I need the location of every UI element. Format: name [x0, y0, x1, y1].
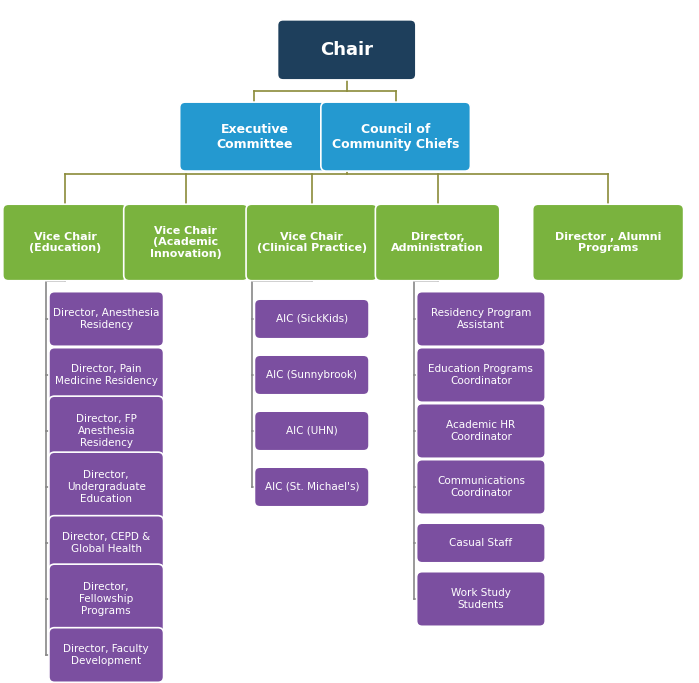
Text: Work Study
Students: Work Study Students — [451, 588, 511, 610]
FancyBboxPatch shape — [533, 204, 684, 281]
FancyBboxPatch shape — [246, 204, 377, 281]
Text: Director,
Administration: Director, Administration — [391, 232, 484, 253]
Text: Director, FP
Anesthesia
Residency: Director, FP Anesthesia Residency — [75, 415, 137, 447]
Text: AIC (Sunnybrook): AIC (Sunnybrook) — [266, 370, 357, 380]
Text: Education Programs
Coordinator: Education Programs Coordinator — [428, 364, 533, 386]
Text: Casual Staff: Casual Staff — [449, 538, 512, 548]
Text: Director, Faculty
Development: Director, Faculty Development — [64, 644, 149, 666]
FancyBboxPatch shape — [417, 348, 545, 402]
Text: AIC (UHN): AIC (UHN) — [286, 426, 338, 436]
Text: Executive
Committee: Executive Committee — [216, 123, 293, 150]
FancyBboxPatch shape — [417, 572, 545, 626]
FancyBboxPatch shape — [49, 292, 164, 346]
FancyBboxPatch shape — [124, 204, 248, 281]
Text: Communications
Coordinator: Communications Coordinator — [437, 476, 525, 498]
FancyBboxPatch shape — [49, 452, 164, 522]
FancyBboxPatch shape — [49, 516, 164, 570]
Text: Vice Chair
(Clinical Practice): Vice Chair (Clinical Practice) — [257, 232, 367, 253]
FancyBboxPatch shape — [49, 396, 164, 466]
Text: Residency Program
Assistant: Residency Program Assistant — [431, 308, 531, 330]
Text: Vice Chair
(Academic
Innovation): Vice Chair (Academic Innovation) — [150, 226, 222, 259]
Text: Director , Alumni
Programs: Director , Alumni Programs — [555, 232, 661, 253]
Text: AIC (St. Michael's): AIC (St. Michael's) — [264, 482, 359, 492]
Text: Vice Chair
(Education): Vice Chair (Education) — [29, 232, 101, 253]
FancyBboxPatch shape — [49, 564, 164, 634]
FancyBboxPatch shape — [278, 20, 416, 80]
FancyBboxPatch shape — [254, 355, 369, 395]
FancyBboxPatch shape — [417, 404, 545, 458]
Text: Council of
Community Chiefs: Council of Community Chiefs — [332, 123, 459, 150]
FancyBboxPatch shape — [417, 292, 545, 346]
FancyBboxPatch shape — [417, 523, 545, 563]
FancyBboxPatch shape — [254, 299, 369, 339]
Text: Director, Anesthesia
Residency: Director, Anesthesia Residency — [53, 308, 159, 330]
FancyBboxPatch shape — [321, 102, 470, 171]
FancyBboxPatch shape — [254, 467, 369, 507]
Text: Director, CEPD &
Global Health: Director, CEPD & Global Health — [62, 532, 150, 554]
FancyBboxPatch shape — [49, 628, 164, 682]
Text: Academic HR
Coordinator: Academic HR Coordinator — [447, 420, 515, 442]
Text: Director,
Fellowship
Programs: Director, Fellowship Programs — [79, 583, 134, 615]
Text: AIC (SickKids): AIC (SickKids) — [275, 314, 348, 324]
Text: Chair: Chair — [320, 41, 373, 59]
FancyBboxPatch shape — [254, 411, 369, 451]
FancyBboxPatch shape — [417, 460, 545, 514]
FancyBboxPatch shape — [180, 102, 329, 171]
FancyBboxPatch shape — [375, 204, 500, 281]
FancyBboxPatch shape — [49, 348, 164, 402]
Text: Director,
Undergraduate
Education: Director, Undergraduate Education — [67, 471, 145, 503]
Text: Director, Pain
Medicine Residency: Director, Pain Medicine Residency — [55, 364, 158, 386]
FancyBboxPatch shape — [3, 204, 127, 281]
